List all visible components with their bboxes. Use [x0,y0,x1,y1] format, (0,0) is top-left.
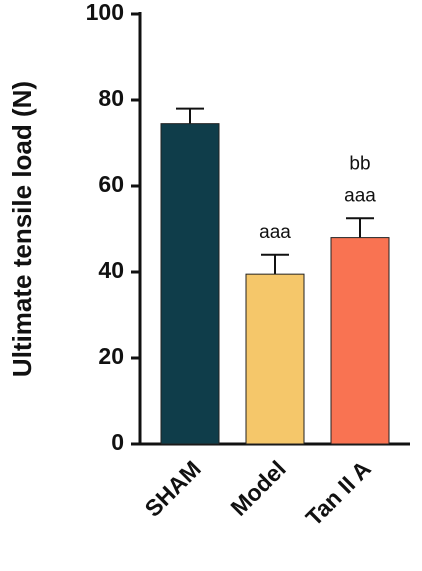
y-tick-label: 0 [111,429,124,455]
annotation: aaa [259,222,291,243]
x-tick-label: Model [225,455,290,520]
bar [245,273,305,445]
y-tick-label: 40 [98,257,124,283]
y-tick-label: 20 [98,343,124,369]
y-axis-label: Ultimate tensile load (N) [7,81,37,377]
x-tick-label: SHAM [140,455,206,521]
bar [160,123,220,445]
y-tick-label: 60 [98,171,124,197]
y-tick-label: 80 [98,85,124,111]
x-tick-label: Tan II A [301,455,376,530]
bar [330,237,390,445]
annotation: bb [349,153,370,174]
y-tick-label: 100 [86,0,124,25]
annotation: aaa [344,185,376,206]
